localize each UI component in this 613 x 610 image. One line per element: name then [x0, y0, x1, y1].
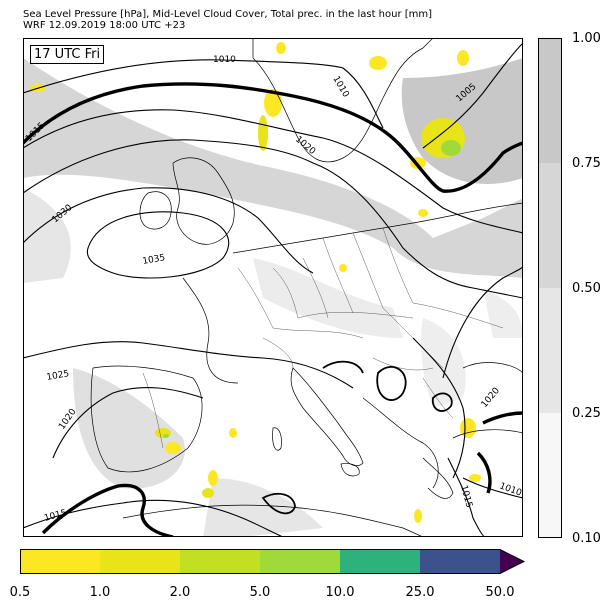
cloud-bin — [538, 288, 562, 413]
precip-tick-label: 25.0 — [405, 585, 435, 600]
cloud-band-north — [23, 58, 523, 278]
isobar-east-balkans — [412, 337, 466, 479]
precip-tick-label: 10.0 — [325, 585, 355, 600]
precip-patch — [208, 470, 218, 486]
cloud-bin — [538, 413, 562, 538]
greece-coast — [422, 457, 454, 499]
precipitation-colorbar — [20, 549, 526, 574]
isobar-1010-thick-med — [376, 366, 407, 401]
precip-tick-label: 1.0 — [89, 585, 111, 600]
precip-patch — [258, 115, 268, 151]
coastlines — [90, 38, 523, 537]
isobar-label: 1035 — [142, 253, 166, 267]
precip-tick-label: 5.0 — [249, 585, 271, 600]
isobar-1010-thick — [23, 82, 523, 193]
precip-patch — [165, 442, 181, 454]
cloud-cover-colorbar — [538, 38, 562, 538]
precip-patch — [457, 50, 469, 66]
cloud-med-south — [203, 478, 323, 537]
isobar-1015-thick-east — [476, 411, 523, 494]
precip-bin — [420, 549, 500, 574]
cloud-tick-label: 1.00 — [572, 31, 601, 46]
scandinavia-coast — [252, 38, 434, 163]
precip-patch — [418, 209, 428, 217]
precip-patch — [339, 264, 347, 272]
chart-title: Sea Level Pressure [hPa], Mid-Level Clou… — [23, 9, 433, 20]
isobar-label: 1010 — [213, 55, 236, 65]
precip-patch — [369, 56, 387, 70]
africa-coast — [122, 504, 424, 537]
isobar-1025 — [23, 341, 354, 389]
precip-bin — [20, 549, 100, 574]
precip-patch — [264, 89, 282, 117]
sardinia-coast — [272, 427, 282, 451]
isobar-1010-thick-sardinia — [261, 492, 296, 515]
cloud-tick-label: 0.75 — [572, 156, 601, 171]
chart-subtitle: WRF 12.09.2019 18:00 UTC +23 — [23, 20, 186, 31]
isobar-1015-north — [23, 109, 523, 234]
precip-bin — [100, 549, 180, 574]
cloud-east — [483, 288, 523, 338]
weather-map: 1010 1010 1005 1015 1020 1030 1035 1025 … — [23, 38, 523, 537]
country-borders — [142, 227, 504, 449]
isobar-1010-east — [462, 477, 523, 499]
cloud-balkans — [421, 318, 466, 408]
precip-patch — [202, 488, 214, 498]
balkans-coast — [362, 397, 439, 489]
cloud-tick-label: 0.25 — [572, 406, 601, 421]
ireland-coast — [139, 191, 172, 230]
iberia-coast — [90, 365, 203, 473]
isobar-1010-thick-med2 — [431, 392, 453, 412]
isobar-1020-east — [442, 265, 523, 379]
isobar-lines — [23, 42, 523, 537]
isobar-1010 — [23, 59, 384, 129]
isobar-1020-north — [23, 139, 523, 299]
precipitation-layer — [30, 42, 481, 523]
sicily-coast — [340, 463, 360, 477]
precip-patch — [441, 140, 461, 156]
precip-patch — [229, 428, 237, 438]
precip-bin — [260, 549, 340, 574]
precip-tick-label: 2.0 — [169, 585, 191, 600]
precip-patch — [163, 434, 169, 438]
cloud-bin — [538, 38, 562, 163]
isobar-1005 — [422, 42, 523, 149]
cloud-bin — [538, 163, 562, 288]
isobar-1030 — [23, 187, 314, 274]
precip-patch — [414, 509, 422, 523]
cloud-band-atlantic — [23, 188, 71, 283]
turkey-coast — [452, 429, 523, 439]
europe-north-coast — [232, 202, 523, 254]
precip-bin — [180, 549, 260, 574]
time-label: 17 UTC Fri — [30, 45, 105, 64]
isobar-1015-east — [447, 457, 486, 537]
isobar-1035 — [86, 211, 230, 279]
precip-patch — [460, 418, 476, 438]
uk-coast — [172, 157, 235, 245]
precip-patch — [469, 474, 481, 482]
isobar-1015-thick-south — [41, 483, 174, 537]
precip-tick-label: 50.0 — [485, 585, 515, 600]
precip-tick-label: 0.5 — [9, 585, 31, 600]
precip-bin — [340, 549, 420, 574]
france-coast — [182, 277, 239, 384]
isobar-1010-thick-alps — [322, 360, 364, 374]
black-sea-coast — [462, 362, 523, 374]
precip-patch — [276, 42, 286, 54]
isobar-1020-south — [52, 387, 204, 459]
cloud-tick-label: 0.50 — [572, 281, 601, 296]
isobar-label: 1025 — [46, 369, 70, 383]
cloud-central-europe — [253, 258, 403, 338]
cloud-iberia — [73, 368, 185, 489]
precip-extend-arrow — [500, 549, 524, 574]
cloud-tick-label: 0.10 — [572, 531, 601, 546]
